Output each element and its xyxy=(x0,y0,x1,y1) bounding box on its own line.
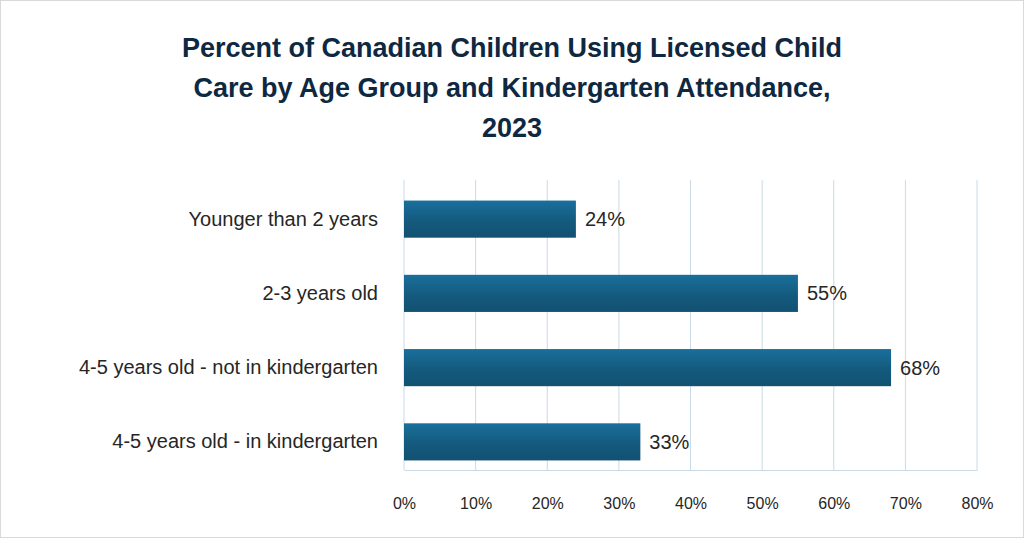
data-label: 55% xyxy=(807,282,847,304)
data-labels: 24% 55% 68% 33% xyxy=(585,208,940,453)
x-axis: 0% 10% 20% 30% 40% 50% 60% 70% 80% xyxy=(393,470,994,512)
category-label: 4-5 years old - not in kindergarten xyxy=(79,356,378,378)
bars xyxy=(404,201,891,461)
tick-label: 30% xyxy=(603,495,635,512)
tick: 40% xyxy=(675,470,707,512)
tick-label: 60% xyxy=(818,495,850,512)
tick-label: 10% xyxy=(460,495,492,512)
tick: 70% xyxy=(890,470,922,512)
tick: 4-5 years old - not in kindergarten xyxy=(79,356,404,378)
frame xyxy=(1,1,1024,538)
data-label: 33% xyxy=(649,431,689,453)
grid xyxy=(404,180,977,470)
bar xyxy=(404,275,798,312)
tick-label: 40% xyxy=(675,495,707,512)
y-axis: Younger than 2 years 2-3 years old 4-5 yea… xyxy=(79,183,405,480)
bar xyxy=(404,201,576,238)
tick: 4-5 years old - in kindergarten xyxy=(112,430,404,452)
tick: 0% xyxy=(393,470,416,512)
bar xyxy=(404,423,640,460)
grid-line xyxy=(762,180,763,470)
tick: 2-3 years old xyxy=(262,282,404,304)
data-label: 24% xyxy=(585,208,625,230)
tick: 30% xyxy=(603,470,635,512)
tick-label: 70% xyxy=(890,495,922,512)
tick-label: 20% xyxy=(532,495,564,512)
tick: Younger than 2 years xyxy=(189,208,404,230)
tick: 50% xyxy=(747,470,779,512)
tick: 60% xyxy=(818,470,850,512)
bar xyxy=(404,349,891,386)
grid-line xyxy=(833,180,834,470)
tick: 20% xyxy=(532,470,564,512)
grid-line xyxy=(905,180,906,470)
axis-line xyxy=(405,470,978,471)
data-label: 68% xyxy=(900,357,940,379)
category-label: 2-3 years old xyxy=(262,282,378,304)
tick-label: 80% xyxy=(961,495,993,512)
title: Percent of Canadian Children Using Licen… xyxy=(182,33,842,143)
tick-label: 50% xyxy=(747,495,779,512)
grid-line xyxy=(690,180,691,470)
tick-label: 0% xyxy=(393,495,416,512)
category-label: 4-5 years old - in kindergarten xyxy=(112,430,378,452)
chart: Percent of Canadian Children Using Licen… xyxy=(0,0,1024,538)
grid-line xyxy=(977,180,978,470)
tick: 10% xyxy=(460,470,492,512)
category-label: Younger than 2 years xyxy=(189,208,378,230)
tick: 80% xyxy=(961,470,993,512)
